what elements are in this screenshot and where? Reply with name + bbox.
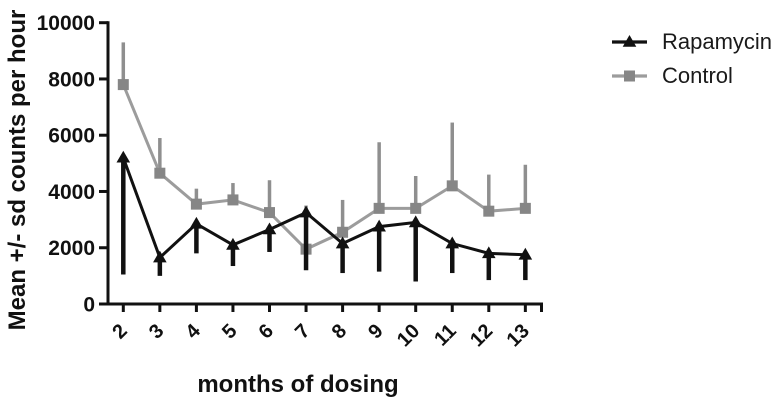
y-tick-label: 10000 [37, 12, 95, 35]
x-tick-label: 4 [182, 319, 206, 343]
data-point-marker [518, 247, 533, 260]
x-tick-label: 2 [108, 320, 131, 343]
data-point-marker [483, 205, 495, 217]
x-tick-label: 11 [430, 320, 461, 351]
legend-item-control: Control [611, 65, 772, 87]
x-tick-label: 6 [255, 320, 278, 343]
x-tick-label: 13 [503, 320, 534, 351]
legend-item-rapamycin: Rapamycin [611, 31, 772, 53]
x-tick-label: 7 [291, 320, 314, 343]
legend-label-control: Control [662, 63, 733, 88]
data-point-marker [154, 167, 166, 179]
data-point-marker [337, 226, 349, 238]
data-point-marker [335, 236, 350, 249]
data-point-marker [519, 202, 531, 214]
data-point-marker [446, 180, 458, 192]
control-square-marker-icon [612, 70, 647, 82]
series-rapamycin [116, 150, 533, 282]
x-tick-label: 5 [218, 320, 241, 343]
data-point-marker [189, 216, 204, 229]
data-point-marker [226, 237, 240, 250]
data-point-marker [445, 236, 460, 249]
y-tick-label: 4000 [48, 181, 95, 204]
legend: Rapamycin Control [611, 31, 772, 87]
data-point-marker [482, 246, 496, 259]
x-tick-label: 9 [364, 320, 387, 343]
data-point-marker [373, 202, 385, 214]
x-tick-label: 8 [328, 320, 351, 343]
data-point-marker [372, 219, 386, 232]
series-control [117, 42, 531, 255]
data-point-marker [262, 222, 277, 235]
y-axis-title: Mean +/- sd counts per hour [4, 9, 31, 331]
data-point-marker [227, 194, 239, 206]
data-point-marker [264, 207, 275, 219]
data-point-marker [153, 250, 167, 263]
data-point-marker [117, 79, 129, 91]
data-point-marker [410, 202, 422, 214]
x-axis-title: months of dosing [197, 371, 399, 398]
data-point-marker [116, 150, 131, 163]
rapamycin-triangle-marker-icon [612, 35, 647, 47]
data-point-marker [190, 198, 202, 210]
y-tick-label: 0 [83, 294, 95, 317]
x-tick-label: 3 [145, 320, 168, 343]
x-tick-label: 12 [466, 320, 497, 351]
legend-label-rapamycin: Rapamycin [662, 29, 773, 54]
data-point-marker [299, 205, 313, 218]
series-line [121, 84, 526, 251]
y-tick-label: 6000 [48, 125, 95, 148]
y-tick-label: 8000 [48, 68, 95, 91]
y-tick-label: 2000 [48, 237, 95, 260]
data-point-marker [408, 215, 423, 228]
series-line [121, 157, 526, 261]
legend-marker [624, 70, 635, 82]
legend-marker [622, 35, 637, 47]
x-tick-label: 10 [393, 320, 424, 351]
